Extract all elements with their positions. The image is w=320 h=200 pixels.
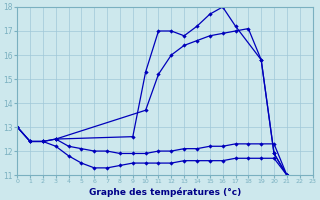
X-axis label: Graphe des températures (°c): Graphe des températures (°c) — [89, 187, 241, 197]
